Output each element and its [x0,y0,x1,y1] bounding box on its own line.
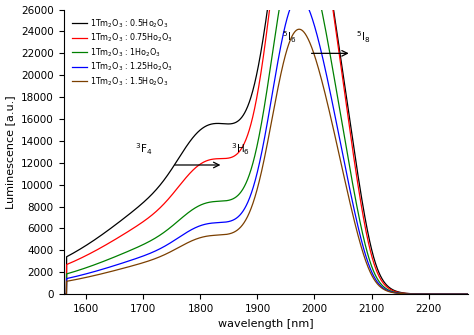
1Tm$_2$O$_3$ : 1.5Ho$_2$O$_3$: (2.12e+03, 509): 1.5Ho$_2$O$_3$: (2.12e+03, 509) [380,286,385,290]
Text: $^3$F$_4$: $^3$F$_4$ [135,142,152,157]
1Tm$_2$O$_3$ : 1.25Ho$_2$O$_3$: (2.27e+03, 0.0193): 1.25Ho$_2$O$_3$: (2.27e+03, 0.0193) [465,292,471,296]
1Tm$_2$O$_3$ : 1.5Ho$_2$O$_3$: (1.56e+03, 0): 1.5Ho$_2$O$_3$: (1.56e+03, 0) [61,292,66,296]
1Tm$_2$O$_3$ : 1Ho$_2$O$_3$: (2.25e+03, 0.0993): 1Ho$_2$O$_3$: (2.25e+03, 0.0993) [454,292,460,296]
1Tm$_2$O$_3$ : 1.5Ho$_2$O$_3$: (2.27e+03, 0.0159): 1.5Ho$_2$O$_3$: (2.27e+03, 0.0159) [465,292,471,296]
Legend: 1Tm$_2$O$_3$ : 0.5Ho$_2$O$_3$, 1Tm$_2$O$_3$ : 0.75Ho$_2$O$_3$, 1Tm$_2$O$_3$ : 1H: 1Tm$_2$O$_3$ : 0.5Ho$_2$O$_3$, 1Tm$_2$O$… [72,16,174,88]
1Tm$_2$O$_3$ : 1Ho$_2$O$_3$: (2.25e+03, 0.102): 1Ho$_2$O$_3$: (2.25e+03, 0.102) [454,292,459,296]
1Tm$_2$O$_3$ : 1Ho$_2$O$_3$: (2.12e+03, 770): 1Ho$_2$O$_3$: (2.12e+03, 770) [380,284,385,288]
1Tm$_2$O$_3$ : 1.25Ho$_2$O$_3$: (2.12e+03, 605): 1.25Ho$_2$O$_3$: (2.12e+03, 605) [380,285,385,289]
Line: 1Tm$_2$O$_3$ : 0.75Ho$_2$O$_3$: 1Tm$_2$O$_3$ : 0.75Ho$_2$O$_3$ [64,0,468,294]
1Tm$_2$O$_3$ : 1.25Ho$_2$O$_3$: (1.6e+03, 1.81e+03): 1.25Ho$_2$O$_3$: (1.6e+03, 1.81e+03) [82,272,87,276]
1Tm$_2$O$_3$ : 0.5Ho$_2$O$_3$: (1.56e+03, 0): 0.5Ho$_2$O$_3$: (1.56e+03, 0) [61,292,66,296]
1Tm$_2$O$_3$ : 1.25Ho$_2$O$_3$: (2.25e+03, 0.0764): 1.25Ho$_2$O$_3$: (2.25e+03, 0.0764) [454,292,460,296]
1Tm$_2$O$_3$ : 1.5Ho$_2$O$_3$: (1.91e+03, 1.08e+04): 1.5Ho$_2$O$_3$: (1.91e+03, 1.08e+04) [257,174,263,178]
1Tm$_2$O$_3$ : 1.5Ho$_2$O$_3$: (2.25e+03, 0.0645): 1.5Ho$_2$O$_3$: (2.25e+03, 0.0645) [454,292,459,296]
1Tm$_2$O$_3$ : 1.25Ho$_2$O$_3$: (1.89e+03, 8.82e+03): 1.25Ho$_2$O$_3$: (1.89e+03, 8.82e+03) [247,196,253,200]
1Tm$_2$O$_3$ : 1Ho$_2$O$_3$: (1.91e+03, 1.51e+04): 1Ho$_2$O$_3$: (1.91e+03, 1.51e+04) [257,127,263,131]
1Tm$_2$O$_3$ : 0.5Ho$_2$O$_3$: (2.12e+03, 1.33e+03): 0.5Ho$_2$O$_3$: (2.12e+03, 1.33e+03) [380,278,385,282]
X-axis label: wavelength [nm]: wavelength [nm] [218,320,314,329]
1Tm$_2$O$_3$ : 1.25Ho$_2$O$_3$: (1.56e+03, 0): 1.25Ho$_2$O$_3$: (1.56e+03, 0) [61,292,66,296]
1Tm$_2$O$_3$ : 0.75Ho$_2$O$_3$: (2.25e+03, 0.145): 0.75Ho$_2$O$_3$: (2.25e+03, 0.145) [454,292,460,296]
1Tm$_2$O$_3$ : 0.75Ho$_2$O$_3$: (1.56e+03, 0): 0.75Ho$_2$O$_3$: (1.56e+03, 0) [61,292,66,296]
1Tm$_2$O$_3$ : 1.5Ho$_2$O$_3$: (2.25e+03, 0.063): 1.5Ho$_2$O$_3$: (2.25e+03, 0.063) [454,292,460,296]
Text: $^3$H$_6$: $^3$H$_6$ [231,142,250,157]
1Tm$_2$O$_3$ : 1.5Ho$_2$O$_3$: (1.89e+03, 7.52e+03): 1.5Ho$_2$O$_3$: (1.89e+03, 7.52e+03) [247,210,253,214]
Line: 1Tm$_2$O$_3$ : 1.5Ho$_2$O$_3$: 1Tm$_2$O$_3$ : 1.5Ho$_2$O$_3$ [64,29,468,294]
Line: 1Tm$_2$O$_3$ : 0.5Ho$_2$O$_3$: 1Tm$_2$O$_3$ : 0.5Ho$_2$O$_3$ [64,0,468,294]
Line: 1Tm$_2$O$_3$ : 1.25Ho$_2$O$_3$: 1Tm$_2$O$_3$ : 1.25Ho$_2$O$_3$ [64,0,468,294]
1Tm$_2$O$_3$ : 1Ho$_2$O$_3$: (1.6e+03, 2.35e+03): 1Ho$_2$O$_3$: (1.6e+03, 2.35e+03) [82,266,87,270]
Text: $^5$I$_6$: $^5$I$_6$ [282,29,296,45]
1Tm$_2$O$_3$ : 0.5Ho$_2$O$_3$: (1.89e+03, 1.77e+04): 0.5Ho$_2$O$_3$: (1.89e+03, 1.77e+04) [247,99,253,103]
1Tm$_2$O$_3$ : 0.5Ho$_2$O$_3$: (1.6e+03, 4.35e+03): 0.5Ho$_2$O$_3$: (1.6e+03, 4.35e+03) [82,245,87,249]
1Tm$_2$O$_3$ : 0.75Ho$_2$O$_3$: (1.89e+03, 1.51e+04): 0.75Ho$_2$O$_3$: (1.89e+03, 1.51e+04) [247,127,253,131]
1Tm$_2$O$_3$ : 1.25Ho$_2$O$_3$: (1.91e+03, 1.24e+04): 1.25Ho$_2$O$_3$: (1.91e+03, 1.24e+04) [257,156,263,160]
1Tm$_2$O$_3$ : 0.5Ho$_2$O$_3$: (2.27e+03, 0.0463): 0.5Ho$_2$O$_3$: (2.27e+03, 0.0463) [465,292,471,296]
1Tm$_2$O$_3$ : 0.75Ho$_2$O$_3$: (2.27e+03, 0.0366): 0.75Ho$_2$O$_3$: (2.27e+03, 0.0366) [465,292,471,296]
1Tm$_2$O$_3$ : 1Ho$_2$O$_3$: (2.27e+03, 0.0251): 1Ho$_2$O$_3$: (2.27e+03, 0.0251) [465,292,471,296]
Y-axis label: Luminescence [a.u.]: Luminescence [a.u.] [6,95,16,209]
1Tm$_2$O$_3$ : 0.75Ho$_2$O$_3$: (1.6e+03, 3.44e+03): 0.75Ho$_2$O$_3$: (1.6e+03, 3.44e+03) [82,255,87,259]
Text: $^5$I$_8$: $^5$I$_8$ [356,29,370,45]
1Tm$_2$O$_3$ : 0.75Ho$_2$O$_3$: (2.12e+03, 1.09e+03): 0.75Ho$_2$O$_3$: (2.12e+03, 1.09e+03) [380,280,385,284]
1Tm$_2$O$_3$ : 0.5Ho$_2$O$_3$: (2.25e+03, 0.188): 0.5Ho$_2$O$_3$: (2.25e+03, 0.188) [454,292,459,296]
1Tm$_2$O$_3$ : 1.5Ho$_2$O$_3$: (1.97e+03, 2.42e+04): 1.5Ho$_2$O$_3$: (1.97e+03, 2.42e+04) [296,27,302,31]
1Tm$_2$O$_3$ : 0.75Ho$_2$O$_3$: (2.25e+03, 0.149): 0.75Ho$_2$O$_3$: (2.25e+03, 0.149) [454,292,459,296]
Line: 1Tm$_2$O$_3$ : 1Ho$_2$O$_3$: 1Tm$_2$O$_3$ : 1Ho$_2$O$_3$ [64,0,468,294]
1Tm$_2$O$_3$ : 1Ho$_2$O$_3$: (1.56e+03, 0): 1Ho$_2$O$_3$: (1.56e+03, 0) [61,292,66,296]
1Tm$_2$O$_3$ : 1Ho$_2$O$_3$: (1.89e+03, 1.1e+04): 1Ho$_2$O$_3$: (1.89e+03, 1.1e+04) [247,172,253,176]
1Tm$_2$O$_3$ : 0.5Ho$_2$O$_3$: (1.91e+03, 2.19e+04): 0.5Ho$_2$O$_3$: (1.91e+03, 2.19e+04) [257,53,263,57]
1Tm$_2$O$_3$ : 1.25Ho$_2$O$_3$: (2.25e+03, 0.0782): 1.25Ho$_2$O$_3$: (2.25e+03, 0.0782) [454,292,459,296]
1Tm$_2$O$_3$ : 0.75Ho$_2$O$_3$: (1.91e+03, 1.99e+04): 0.75Ho$_2$O$_3$: (1.91e+03, 1.99e+04) [257,74,263,78]
1Tm$_2$O$_3$ : 1.5Ho$_2$O$_3$: (1.6e+03, 1.49e+03): 1.5Ho$_2$O$_3$: (1.6e+03, 1.49e+03) [82,276,87,280]
1Tm$_2$O$_3$ : 0.5Ho$_2$O$_3$: (2.25e+03, 0.183): 0.5Ho$_2$O$_3$: (2.25e+03, 0.183) [454,292,460,296]
